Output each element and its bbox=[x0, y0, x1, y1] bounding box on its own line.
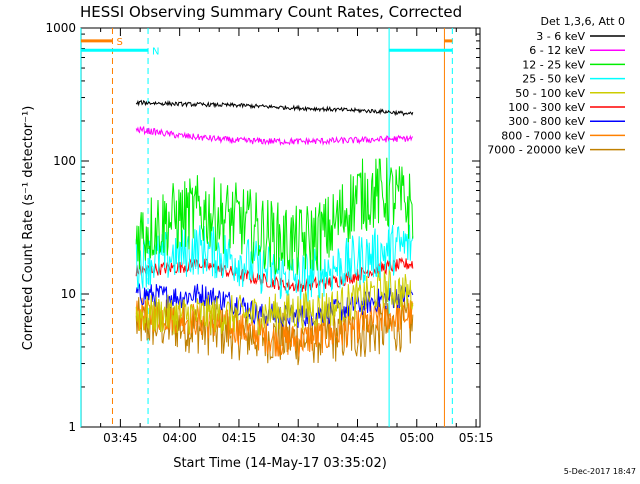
legend-entry-label: 25 - 50 keV bbox=[522, 73, 585, 86]
y-axis-label: Corrected Count Rate (s⁻¹ detector⁻¹) bbox=[21, 106, 36, 351]
series-line bbox=[135, 268, 414, 336]
y-tick-label: 1 bbox=[68, 420, 76, 434]
x-tick-label: 03:45 bbox=[103, 431, 138, 445]
legend-entry-label: 300 - 800 keV bbox=[508, 115, 585, 128]
flag-marker-label: S bbox=[116, 37, 122, 48]
legend-entry-label: 3 - 6 keV bbox=[536, 30, 585, 43]
series-line bbox=[135, 297, 414, 357]
series-line bbox=[135, 99, 414, 117]
x-tick-label: 04:15 bbox=[222, 431, 257, 445]
x-tick-label: 04:00 bbox=[162, 431, 197, 445]
series-line bbox=[135, 224, 414, 302]
flag-marker-label: N bbox=[152, 46, 159, 57]
x-tick-label: 04:45 bbox=[340, 431, 375, 445]
legend-entry-label: 12 - 25 keV bbox=[522, 58, 585, 71]
x-tick-label: 04:30 bbox=[281, 431, 316, 445]
x-tick-label: 05:15 bbox=[459, 431, 494, 445]
legend-entry-label: 7000 - 20000 keV bbox=[487, 144, 585, 157]
series-line bbox=[135, 256, 414, 293]
y-tick-label: 1000 bbox=[45, 21, 76, 35]
x-tick-label: 05:00 bbox=[399, 431, 434, 445]
footer-timestamp: 5-Dec-2017 18:47 bbox=[564, 467, 636, 476]
plot-frame bbox=[80, 27, 481, 428]
x-axis-label: Start Time (14-May-17 03:35:02) bbox=[173, 456, 387, 471]
legend-entry-label: 50 - 100 keV bbox=[515, 87, 585, 100]
series-line bbox=[135, 157, 414, 275]
legend-entry-label: 6 - 12 keV bbox=[529, 44, 585, 57]
y-tick-label: 100 bbox=[53, 154, 76, 168]
y-tick-label: 10 bbox=[61, 287, 76, 301]
chart-title: HESSI Observing Summary Count Rates, Cor… bbox=[80, 3, 462, 21]
legend-entry-label: 100 - 300 keV bbox=[508, 101, 585, 114]
legend-entry-label: 800 - 7000 keV bbox=[501, 129, 585, 142]
series-line bbox=[135, 125, 414, 147]
plot-area: 1 10 100 1000 03:45 04:00 04:15 04:30 04:45 05:00… bbox=[45, 21, 493, 445]
legend-title: Det 1,3,6, Att 0 bbox=[541, 15, 625, 28]
